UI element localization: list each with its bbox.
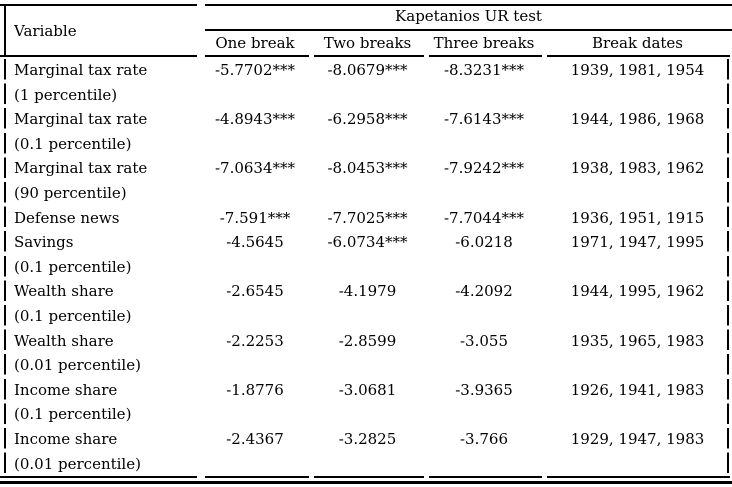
variable-name: Income share bbox=[14, 380, 118, 399]
two-breaks-value: -6.0734*** bbox=[327, 233, 408, 252]
break-dates-value: 1936, 1951, 1915 bbox=[570, 208, 705, 227]
table-row-subline: (0.01 percentile) bbox=[0, 353, 732, 378]
bottom-rule-variable bbox=[0, 476, 197, 478]
one-break-value: -7.0634*** bbox=[214, 159, 296, 178]
three-breaks-value: -7.6143*** bbox=[443, 110, 525, 129]
break-dates-value: 1944, 1995, 1962 bbox=[570, 282, 705, 301]
break-dates-value: 1935, 1965, 1983 bbox=[570, 331, 705, 350]
table-row: Wealth share -2.6545 -4.1979 -4.2092 194… bbox=[0, 279, 732, 304]
table-row: Marginal tax rate -7.0634*** -8.0453*** … bbox=[0, 156, 732, 181]
break-dates-value: 1926, 1941, 1983 bbox=[570, 380, 705, 399]
variable-percentile: (0.01 percentile) bbox=[14, 454, 141, 473]
table-row-subline: (1 percentile) bbox=[0, 83, 732, 108]
table-row: Savings -4.5645 -6.0734*** -6.0218 1971,… bbox=[0, 230, 732, 255]
subheader-underline-col2 bbox=[314, 55, 424, 57]
two-breaks-value: -8.0679*** bbox=[327, 61, 408, 79]
top-rule-left bbox=[0, 4, 197, 6]
three-breaks-value: -3.766 bbox=[459, 429, 508, 448]
subheader-underline-variable bbox=[0, 55, 197, 57]
table-row: Marginal tax rate -4.8943*** -6.2958*** … bbox=[0, 107, 732, 132]
one-break-value: -5.7702*** bbox=[214, 61, 296, 79]
variable-name: Savings bbox=[14, 233, 74, 252]
variable-name: Marginal tax rate bbox=[14, 110, 148, 129]
subheader-underline-col1 bbox=[205, 55, 309, 57]
variable-column-header: Variable bbox=[14, 22, 77, 40]
two-breaks-value: -8.0453*** bbox=[327, 159, 408, 178]
break-dates-value: 1944, 1986, 1968 bbox=[570, 110, 705, 129]
variable-name: Income share bbox=[14, 429, 118, 448]
three-breaks-value: -3.055 bbox=[459, 331, 508, 350]
two-breaks-value: -7.7025*** bbox=[327, 208, 408, 227]
bottom-rule-col3 bbox=[429, 476, 542, 478]
three-breaks-value: -4.2092 bbox=[455, 282, 513, 301]
one-break-value: -1.8776 bbox=[226, 380, 284, 399]
three-breaks-value: -7.7044*** bbox=[443, 208, 525, 227]
table-row: Income share -1.8776 -3.0681 -3.9365 192… bbox=[0, 378, 732, 403]
variable-name: Wealth share bbox=[14, 282, 114, 301]
one-break-value: -7.591*** bbox=[219, 208, 291, 227]
one-break-value: -4.5645 bbox=[226, 233, 284, 252]
variable-percentile: (0.1 percentile) bbox=[14, 134, 132, 153]
three-breaks-value: -7.9242*** bbox=[443, 159, 525, 178]
table-row-subline: (0.1 percentile) bbox=[0, 132, 732, 157]
two-breaks-value: -4.1979 bbox=[338, 282, 397, 301]
variable-percentile: (0.01 percentile) bbox=[14, 356, 141, 375]
bottom-rule-thick bbox=[0, 481, 732, 484]
table-row-subline: (0.1 percentile) bbox=[0, 255, 732, 280]
variable-name: Wealth share bbox=[14, 331, 114, 350]
column-header-two-breaks: Two breaks bbox=[323, 34, 412, 52]
variable-percentile: (90 percentile) bbox=[14, 183, 127, 202]
break-dates-value: 1939, 1981, 1954 bbox=[570, 61, 705, 79]
two-breaks-value: -3.2825 bbox=[338, 429, 397, 448]
group-header-underline bbox=[205, 29, 732, 31]
table-row: Wealth share -2.2253 -2.8599 -3.055 1935… bbox=[0, 329, 732, 354]
two-breaks-value: -2.8599 bbox=[338, 331, 397, 350]
bottom-rule-col4 bbox=[547, 476, 730, 478]
group-header: Kapetanios UR test bbox=[395, 7, 542, 25]
variable-percentile: (0.1 percentile) bbox=[14, 306, 132, 325]
variable-name: Marginal tax rate bbox=[14, 159, 148, 178]
header-left-border bbox=[4, 4, 6, 57]
one-break-value: -2.4367 bbox=[226, 429, 284, 448]
break-dates-value: 1929, 1947, 1983 bbox=[570, 429, 705, 448]
one-break-value: -2.2253 bbox=[226, 331, 284, 350]
variable-percentile: (0.1 percentile) bbox=[14, 405, 132, 424]
one-break-value: -4.8943*** bbox=[214, 110, 296, 129]
column-header-break-dates: Break dates bbox=[591, 34, 684, 52]
table-row: Marginal tax rate -5.7702*** -8.0679*** … bbox=[0, 58, 732, 83]
one-break-value: -2.6545 bbox=[226, 282, 284, 301]
bottom-rule-col2 bbox=[314, 476, 424, 478]
table-row-subline: (0.1 percentile) bbox=[0, 304, 732, 329]
table-body: Marginal tax rate -5.7702*** -8.0679*** … bbox=[0, 58, 732, 476]
right-edge-dashes bbox=[727, 59, 729, 476]
three-breaks-value: -8.3231*** bbox=[443, 61, 525, 79]
table-row-subline: (90 percentile) bbox=[0, 181, 732, 206]
subheader-underline-col4 bbox=[547, 55, 730, 57]
two-breaks-value: -6.2958*** bbox=[327, 110, 408, 129]
column-header-one-break: One break bbox=[215, 34, 295, 52]
table-row-subline: (0.1 percentile) bbox=[0, 402, 732, 427]
subheader-underline-col3 bbox=[429, 55, 542, 57]
table-row: Income share -2.4367 -3.2825 -3.766 1929… bbox=[0, 427, 732, 452]
variable-percentile: (0.1 percentile) bbox=[14, 257, 132, 276]
variable-percentile: (1 percentile) bbox=[14, 85, 118, 104]
bottom-rule-col1 bbox=[205, 476, 309, 478]
three-breaks-value: -6.0218 bbox=[455, 233, 513, 252]
two-breaks-value: -3.0681 bbox=[338, 380, 397, 399]
column-header-three-breaks: Three breaks bbox=[433, 34, 535, 52]
variable-name: Defense news bbox=[14, 208, 120, 227]
table-row-subline: (0.01 percentile) bbox=[0, 452, 732, 477]
three-breaks-value: -3.9365 bbox=[455, 380, 513, 399]
table-row: Defense news -7.591*** -7.7025*** -7.704… bbox=[0, 206, 732, 231]
break-dates-value: 1938, 1983, 1962 bbox=[570, 159, 705, 178]
left-edge-dashes bbox=[4, 59, 6, 476]
break-dates-value: 1971, 1947, 1995 bbox=[570, 233, 705, 252]
variable-name: Marginal tax rate bbox=[14, 61, 148, 79]
top-rule-right bbox=[205, 4, 732, 6]
